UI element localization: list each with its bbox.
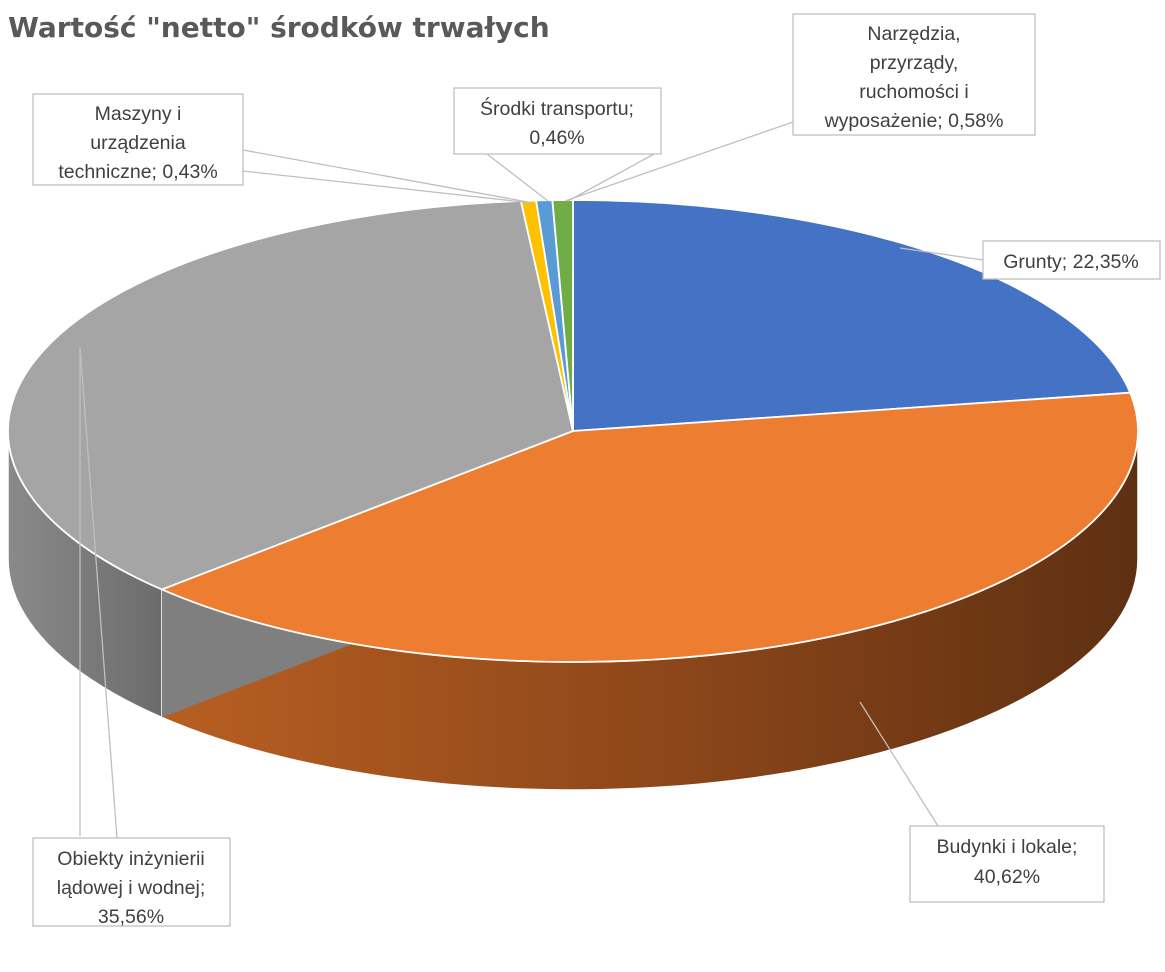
- data-label-text: Grunty; 22,35%: [1003, 251, 1139, 273]
- data-label-text: ruchomości i: [859, 81, 968, 103]
- data-label-box: [32, 93, 244, 186]
- data-labels: Grunty; 22,35% Budynki i lokale; 40,62% Obi…: [32, 13, 1161, 928]
- leader-line-3: [79, 346, 118, 839]
- data-label-text: techniczne; 0,43%: [58, 161, 217, 183]
- data-label-text: Budynki i lokale;: [937, 836, 1078, 858]
- data-label-text: przyrządy,: [870, 52, 959, 74]
- chart-title: Wartość "netto" środków trwałych: [8, 11, 550, 44]
- leader-line-4: [242, 170, 533, 204]
- leader-line-extra-1: [242, 149, 529, 203]
- data-label-4: Maszyny i urządzenia techniczne; 0,43%: [32, 93, 244, 186]
- leader-line-2: [859, 701, 939, 827]
- data-label-box: [792, 13, 1036, 136]
- data-label-box: [453, 87, 662, 155]
- data-label-box: [982, 240, 1161, 280]
- data-label-text: urządzenia: [90, 132, 186, 154]
- slice-1: [572, 199, 1132, 432]
- data-label-text: Maszyny i: [95, 103, 182, 125]
- slice-6: [551, 199, 574, 432]
- data-label-6: Narzędzia, przyrządy, ruchomości i wyposaże…: [792, 13, 1036, 136]
- data-label-text: Narzędzia,: [867, 23, 960, 45]
- data-label-text: 35,56%: [98, 906, 164, 928]
- leader-line-extra-2: [567, 153, 655, 202]
- data-label-text: Środki transportu;: [480, 96, 634, 120]
- data-label-1: Grunty; 22,35%: [982, 240, 1161, 280]
- data-label-text: 40,62%: [974, 866, 1040, 888]
- data-label-5: Środki transportu; 0,46%: [453, 87, 662, 155]
- data-label-box: [909, 825, 1105, 903]
- data-label-box: [32, 837, 231, 927]
- data-label-2: Budynki i lokale; 40,62%: [909, 825, 1105, 903]
- slice-2: [160, 391, 1139, 663]
- pie-slices: [7, 199, 1139, 663]
- data-label-text: wyposażenie; 0,58%: [824, 110, 1004, 132]
- leader-line-5: [486, 153, 549, 202]
- label-leader-lines: [79, 121, 984, 839]
- data-label-3: Obiekty inżynierii lądowej i wodnej; 35,56…: [32, 837, 231, 928]
- data-label-text: 0,46%: [529, 127, 584, 149]
- slice-3: [7, 200, 574, 591]
- data-label-text: lądowej i wodnej;: [57, 877, 206, 899]
- leader-line-1: [899, 247, 984, 261]
- data-label-text: Obiekty inżynierii: [57, 848, 204, 870]
- leader-line-6: [564, 121, 794, 202]
